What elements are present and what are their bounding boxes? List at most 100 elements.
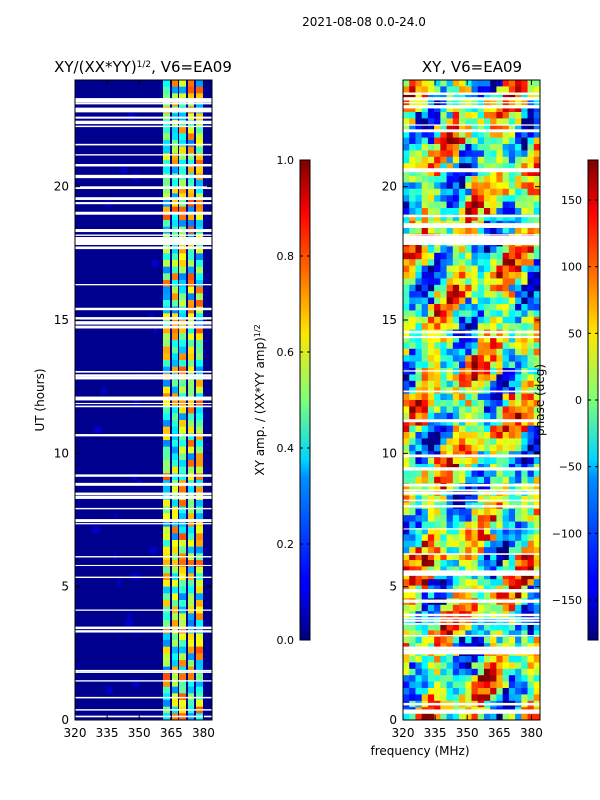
phase-cell xyxy=(508,124,516,132)
phase-gap xyxy=(403,619,540,622)
phase-cell xyxy=(521,444,528,452)
phase-cell xyxy=(434,694,441,702)
amp-gap xyxy=(75,321,212,325)
phase-cell xyxy=(477,630,485,638)
phase-cell xyxy=(440,483,447,490)
phase-x-tick-label: 335 xyxy=(424,726,447,740)
phase-cell xyxy=(446,304,454,311)
phase-cell xyxy=(427,470,435,478)
phase-cell xyxy=(533,496,541,503)
phase-cell xyxy=(521,630,528,638)
phase-cell xyxy=(471,92,479,100)
phase-cell xyxy=(496,476,503,484)
phase-cell xyxy=(508,604,516,612)
phase-cell xyxy=(515,310,522,318)
phase-cell xyxy=(502,380,510,388)
amp-cell xyxy=(188,673,194,681)
phase-cell xyxy=(446,400,454,407)
phase-cell xyxy=(490,169,497,177)
phase-cell xyxy=(527,156,535,164)
phase-cell xyxy=(496,272,503,279)
amp-speckle xyxy=(101,386,107,394)
phase-cell xyxy=(477,534,485,542)
phase-cell xyxy=(434,643,441,650)
phase-cell xyxy=(533,278,541,286)
amp-y-tick-label: 5 xyxy=(61,580,69,594)
phase-cell xyxy=(465,182,472,190)
phase-cell xyxy=(477,323,485,330)
phase-cell xyxy=(434,291,441,298)
phase-cell xyxy=(415,713,422,721)
phase-cell xyxy=(421,483,429,490)
phase-cell xyxy=(515,156,522,164)
phase-cell xyxy=(496,278,503,286)
phase-cell xyxy=(527,470,535,478)
phase-cell xyxy=(496,521,503,529)
phase-cell xyxy=(471,380,479,388)
phase-cell xyxy=(471,400,479,407)
phase-cell xyxy=(502,182,510,190)
phase-gap xyxy=(403,528,540,530)
phase-cell xyxy=(415,374,422,382)
phase-cell xyxy=(459,387,466,394)
phase-cell xyxy=(446,201,454,209)
phase-cell xyxy=(502,393,510,401)
amp-cell xyxy=(172,506,178,514)
phase-cell xyxy=(446,131,454,138)
phase-cell xyxy=(421,406,429,414)
phase-cell xyxy=(533,457,541,465)
amp-cell xyxy=(196,266,203,274)
phase-cell xyxy=(465,105,472,113)
phase-cell xyxy=(409,393,416,401)
phase-cell xyxy=(496,496,503,503)
phase-cell xyxy=(521,348,528,356)
phase-cell xyxy=(440,86,447,94)
phase-cell xyxy=(403,444,410,452)
phase-cell xyxy=(483,163,491,170)
phase-cell xyxy=(490,156,497,164)
phase-cell xyxy=(515,137,522,145)
phase-cell xyxy=(490,124,497,132)
phase-cell xyxy=(421,374,429,382)
phase-cell xyxy=(477,291,485,298)
phase-cell xyxy=(508,553,516,561)
phase-cell xyxy=(452,86,460,94)
phase-cell xyxy=(452,457,460,465)
phase-cell xyxy=(409,528,416,535)
amp-cell xyxy=(179,193,186,201)
amp-cell xyxy=(163,586,170,594)
phase-cell xyxy=(459,432,466,439)
phase-cell xyxy=(471,636,479,644)
phase-cell xyxy=(452,361,460,369)
amp-cell xyxy=(163,326,170,334)
phase-cell xyxy=(527,284,535,292)
phase-cell xyxy=(446,348,454,356)
phase-cell xyxy=(440,182,447,190)
phase-cell xyxy=(459,406,466,414)
phase-cell xyxy=(459,156,466,164)
phase-cell xyxy=(521,432,528,439)
phase-cell xyxy=(415,124,422,132)
phase-cell xyxy=(521,566,528,574)
phase-cell xyxy=(508,374,516,382)
phase-cell xyxy=(508,259,516,266)
amp-speckle xyxy=(120,166,128,174)
phase-cell xyxy=(477,406,485,414)
phase-cell xyxy=(533,92,541,100)
amp-cell xyxy=(163,560,170,567)
phase-cell xyxy=(465,668,472,676)
phase-cell xyxy=(527,163,535,170)
phase-cell xyxy=(452,150,460,158)
phase-cell xyxy=(521,182,528,190)
phase-cell xyxy=(533,304,541,311)
phase-cell xyxy=(502,118,510,126)
phase-cell xyxy=(471,131,479,138)
phase-cell xyxy=(490,483,497,490)
amp-gap xyxy=(75,234,212,236)
phase-cell xyxy=(440,713,447,721)
amp-cell xyxy=(163,646,170,654)
phase-cell xyxy=(415,553,422,561)
amp-cell xyxy=(172,426,178,434)
phase-cell xyxy=(477,393,485,401)
phase-cell xyxy=(427,713,435,721)
